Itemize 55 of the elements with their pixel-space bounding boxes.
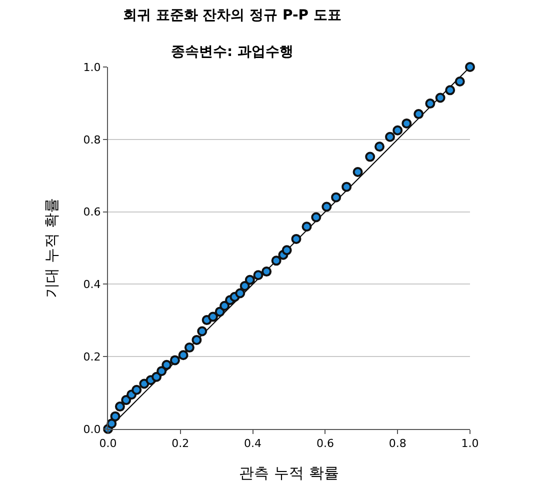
- point: [170, 355, 180, 366]
- x-tick-label: 0.4: [244, 437, 262, 450]
- point: [402, 118, 412, 128]
- x-tick-label: 0.6: [316, 437, 334, 450]
- point: [465, 62, 475, 72]
- point: [352, 166, 363, 177]
- x-tick-label: 0.2: [172, 437, 190, 450]
- y-tick-label: 0.8: [83, 133, 101, 146]
- point: [192, 334, 202, 345]
- point: [253, 270, 264, 280]
- point: [240, 281, 250, 292]
- y-tick-label: 0.6: [83, 206, 101, 219]
- point: [311, 212, 322, 222]
- point: [271, 256, 282, 266]
- x-tick-label: 1.0: [461, 437, 479, 450]
- point: [385, 132, 395, 142]
- y-tick-label: 0.2: [83, 350, 101, 364]
- x-tick-label: 0.0: [99, 437, 117, 450]
- point: [392, 125, 403, 136]
- point: [244, 274, 255, 285]
- y-tick-label: 0.0: [83, 422, 101, 436]
- chart-title: 회귀 표준화 잔차의 정규 P-P 도표: [122, 8, 342, 24]
- point: [414, 109, 424, 120]
- point: [365, 152, 376, 162]
- point: [235, 288, 246, 298]
- y-axis-title: 기대 누적 확률: [42, 198, 61, 298]
- point: [184, 342, 194, 353]
- y-tick-label: 1.0: [83, 60, 101, 74]
- point: [208, 312, 218, 322]
- point: [197, 326, 208, 336]
- y-tick-label: 0.4: [83, 278, 101, 292]
- point: [454, 76, 465, 86]
- point: [132, 384, 142, 395]
- point: [425, 98, 436, 109]
- point: [302, 222, 312, 232]
- point: [282, 245, 292, 256]
- x-axis-title: 관측 누적 확률: [239, 464, 339, 482]
- point: [110, 411, 120, 422]
- point: [342, 182, 352, 192]
- point: [121, 395, 132, 406]
- point: [162, 360, 172, 370]
- point: [178, 350, 188, 360]
- point: [114, 402, 125, 412]
- chart-subtitle: 종속변수: 과업수행: [170, 44, 294, 60]
- point: [435, 92, 446, 103]
- point: [220, 300, 230, 311]
- point: [322, 202, 332, 212]
- point: [445, 85, 456, 96]
- point: [374, 142, 384, 152]
- point: [291, 234, 302, 244]
- point: [262, 266, 272, 277]
- point: [156, 366, 167, 376]
- x-tick-label: 0.8: [388, 437, 406, 450]
- point: [331, 192, 342, 202]
- point: [152, 372, 162, 382]
